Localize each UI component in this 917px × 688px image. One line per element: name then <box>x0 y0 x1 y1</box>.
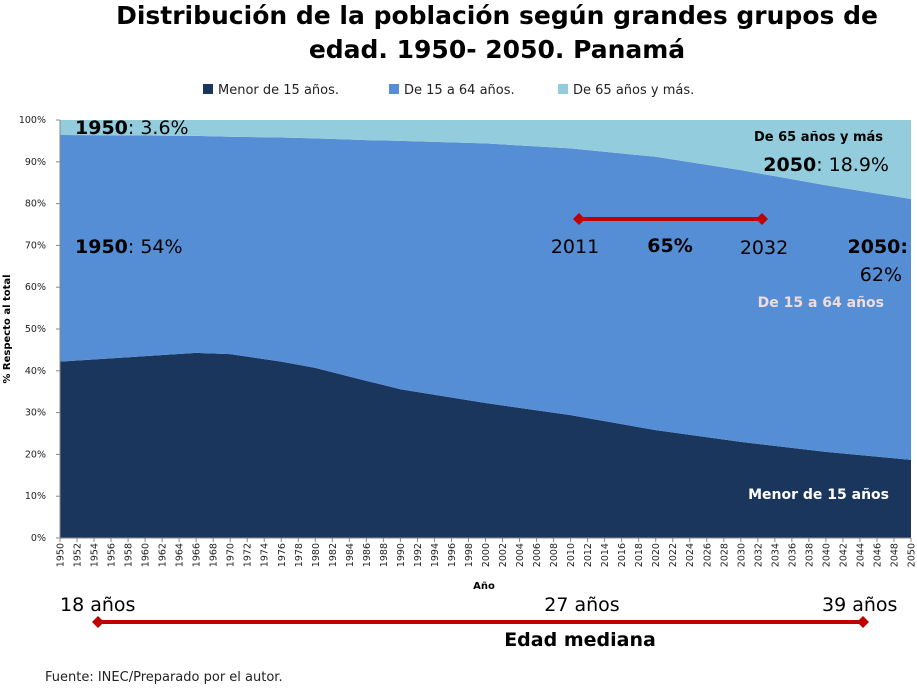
y-tick-label: 90% <box>25 157 46 168</box>
x-tick-label: 2050 <box>907 543 917 567</box>
x-tick-label: 2044 <box>855 543 866 567</box>
x-tick-label: 1984 <box>345 543 356 567</box>
x-tick-label: 1962 <box>158 543 169 567</box>
x-tick-label: 2024 <box>685 543 696 567</box>
label-65-plus: De 65 años y más <box>754 130 883 145</box>
x-tick-label: 1986 <box>362 543 373 567</box>
x-tick-label: 1990 <box>396 543 407 567</box>
annotation-2050-15-64-value: 62% <box>860 264 902 286</box>
y-tick-label: 70% <box>25 240 46 251</box>
x-tick-label: 2000 <box>481 543 492 567</box>
y-tick-label: 30% <box>25 408 46 419</box>
x-tick-label: 1982 <box>328 543 339 567</box>
annotation-window-start: 2011 <box>551 236 599 258</box>
x-tick-label: 1974 <box>260 543 271 567</box>
x-tick-label: 1956 <box>107 543 118 567</box>
x-tick-label: 1994 <box>430 543 441 567</box>
x-tick-label: 2020 <box>651 543 662 567</box>
x-tick-label: 2042 <box>838 543 849 567</box>
x-tick-label: 2018 <box>634 543 645 567</box>
annotation-2050-65: 2050: 18.9% <box>763 154 889 176</box>
x-tick-label: 1976 <box>277 543 288 567</box>
x-tick-label: 2046 <box>872 543 883 567</box>
x-tick-label: 2010 <box>566 543 577 567</box>
x-tick-label: 1954 <box>90 543 101 567</box>
x-tick-label: 2022 <box>668 543 679 567</box>
x-tick-label: 2004 <box>515 543 526 567</box>
x-tick-label: 2026 <box>702 543 713 567</box>
x-axis-label: Año <box>473 581 495 592</box>
y-tick-label: 40% <box>25 366 46 377</box>
x-tick-label: 1980 <box>311 543 322 567</box>
x-tick-label: 2012 <box>583 543 594 567</box>
median-age-start-marker <box>92 616 104 628</box>
x-tick-label: 1998 <box>464 543 475 567</box>
x-tick-label: 1964 <box>175 543 186 567</box>
x-tick-label: 2014 <box>600 543 611 567</box>
y-tick-label: 60% <box>25 282 46 293</box>
y-axis-label: % Respecto al total <box>2 274 13 383</box>
annotation-1950-15-64: 1950: 54% <box>75 236 183 258</box>
x-tick-label: 1972 <box>243 543 254 567</box>
x-tick-label: 1966 <box>192 543 203 567</box>
x-tick-label: 1958 <box>124 543 135 567</box>
legend-label-15-64: De 15 a 64 años. <box>404 83 515 98</box>
x-tick-label: 2040 <box>821 543 832 567</box>
x-tick-label: 1950 <box>56 543 67 567</box>
label-15-64: De 15 a 64 años <box>758 295 884 311</box>
y-tick-label: 20% <box>25 449 46 460</box>
x-tick-label: 2036 <box>787 543 798 567</box>
y-tick-label: 10% <box>25 491 46 502</box>
chart-title-line-2: edad. 1950- 2050. Panamá <box>309 35 685 64</box>
y-tick-label: 0% <box>31 533 46 544</box>
source-note: Fuente: INEC/Preparado por el autor. <box>45 670 283 684</box>
y-tick-label: 100% <box>19 115 46 126</box>
x-tick-label: 2028 <box>719 543 730 567</box>
x-tick-label: 2038 <box>804 543 815 567</box>
x-tick-label: 1952 <box>73 543 84 567</box>
y-tick-label: 80% <box>25 199 46 210</box>
x-tick-label: 1996 <box>447 543 458 567</box>
x-tick-label: 1970 <box>226 543 237 567</box>
median-age-2050: 39 años <box>822 594 897 616</box>
annotation-window-value: 65% <box>647 235 692 257</box>
legend-label-65: De 65 años y más. <box>573 83 694 98</box>
annotation-1950-65: 1950: 3.6% <box>75 117 189 139</box>
x-tick-label: 1992 <box>413 543 424 567</box>
x-tick-label: 1988 <box>379 543 390 567</box>
x-tick-label: 1978 <box>294 543 305 567</box>
legend: Menor de 15 años. De 15 a 64 años. De 65… <box>203 83 694 98</box>
median-age-end-marker <box>857 616 869 628</box>
median-age-2011: 27 años <box>544 594 619 616</box>
label-menor-15: Menor de 15 años <box>748 487 889 503</box>
annotation-2050-15-64-year: 2050: <box>848 236 908 258</box>
median-age-1950: 18 años <box>60 594 135 616</box>
x-tick-label: 2032 <box>753 543 764 567</box>
x-tick-label: 2030 <box>736 543 747 567</box>
x-tick-label: 2016 <box>617 543 628 567</box>
x-tick-label: 2006 <box>532 543 543 567</box>
x-tick-label: 2002 <box>498 543 509 567</box>
x-tick-label: 1968 <box>209 543 220 567</box>
legend-label-menor: Menor de 15 años. <box>218 83 339 98</box>
x-tick-label: 2008 <box>549 543 560 567</box>
legend-swatch-65 <box>558 84 568 94</box>
chart-title-line-1: Distribución de la población según grand… <box>116 1 878 30</box>
y-tick-label: 50% <box>25 324 46 335</box>
median-age-title: Edad mediana <box>504 629 656 651</box>
annotation-window-end: 2032 <box>740 237 788 259</box>
x-tick-label: 2034 <box>770 543 781 567</box>
legend-swatch-menor <box>203 84 213 94</box>
x-tick-label: 1960 <box>141 543 152 567</box>
legend-swatch-15-64 <box>389 84 399 94</box>
x-tick-label: 2048 <box>889 543 900 567</box>
